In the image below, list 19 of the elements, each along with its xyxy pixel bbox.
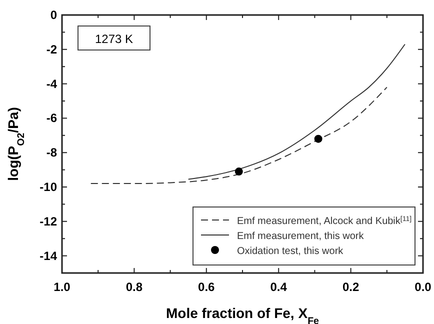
legend-label: Emf measurement, Alcock and Kubik$^{[11]}$ (237, 214, 412, 227)
legend-label: Emf measurement, this work (237, 231, 365, 242)
y-tick-label: -4 (46, 76, 58, 91)
legend-label: Oxidation test, this work (237, 246, 344, 257)
x-tick-label: 0.4 (270, 280, 288, 294)
x-tick-label: 0.2 (342, 280, 360, 294)
y-tick-label: -6 (46, 111, 58, 126)
x-tick-label: 0.0 (414, 280, 432, 294)
y-tick-label: -12 (40, 214, 58, 228)
x-tick-label: 1.0 (54, 280, 71, 294)
x-tick-label: 0.6 (198, 280, 216, 294)
x-axis-title: Mole fraction of Fe, X$_{Fe}$ (166, 305, 320, 324)
y-tick-label: -10 (40, 180, 58, 194)
y-tick-label: 0 (50, 8, 58, 22)
x-tick-label: 0.8 (126, 280, 143, 294)
y-tick-label: -8 (46, 146, 58, 160)
y-tick-label: -14 (40, 248, 58, 263)
y-tick-label: -2 (46, 42, 58, 56)
annotation: 1273 K (94, 32, 134, 46)
